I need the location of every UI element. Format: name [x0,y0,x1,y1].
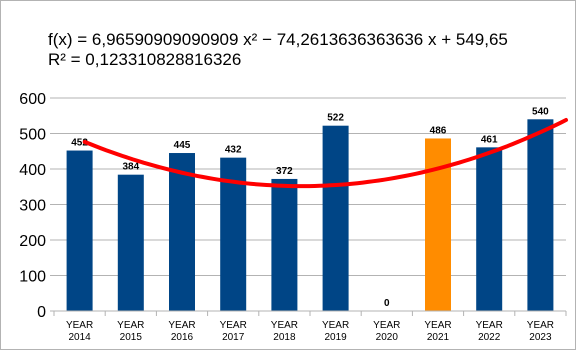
data-label: 432 [225,145,242,156]
x-tick-label: YEAR 2023 [527,320,554,343]
x-tick-label: YEAR 2014 [66,320,93,343]
y-tick-label: 200 [19,233,46,250]
bar [169,153,195,311]
bar [322,125,349,311]
bar [527,119,554,311]
data-label: 522 [327,113,344,124]
x-tick-label: YEAR 2017 [220,320,247,343]
data-label: 452 [71,138,88,149]
y-tick-label: 0 [37,304,46,321]
bar [117,174,144,311]
x-tick-label: YEAR 2016 [168,320,195,343]
y-tick-label: 600 [19,91,46,108]
data-label: 486 [430,125,447,136]
y-tick-label: 500 [19,127,46,144]
bar [66,150,93,311]
bar [271,178,298,311]
data-label: 461 [481,134,498,145]
data-label: 372 [276,166,293,177]
x-tick-label: YEAR 2020 [373,320,400,343]
trendline-equation-block: f(x) = 6,96590909090909 x² − 74,26136363… [48,30,508,70]
bar [476,147,503,311]
data-label: 0 [384,298,390,309]
x-tick-label: YEAR 2019 [322,320,349,343]
x-tick-label: YEAR 2022 [476,320,503,343]
x-tick-label: YEAR 2015 [117,320,144,343]
x-tick-label: YEAR 2021 [424,320,451,343]
x-tick-label: YEAR 2018 [271,320,298,343]
data-label: 384 [122,162,139,173]
trendline-r-squared: R² = 0,123310828816326 [48,50,242,69]
y-tick-label: 100 [19,269,46,286]
data-label: 445 [174,140,191,151]
y-tick-label: 300 [19,198,46,215]
trendline-equation: f(x) = 6,96590909090909 x² − 74,26136363… [48,30,508,49]
y-tick-label: 400 [19,162,46,179]
trendline [82,118,568,189]
data-label: 540 [532,106,549,117]
